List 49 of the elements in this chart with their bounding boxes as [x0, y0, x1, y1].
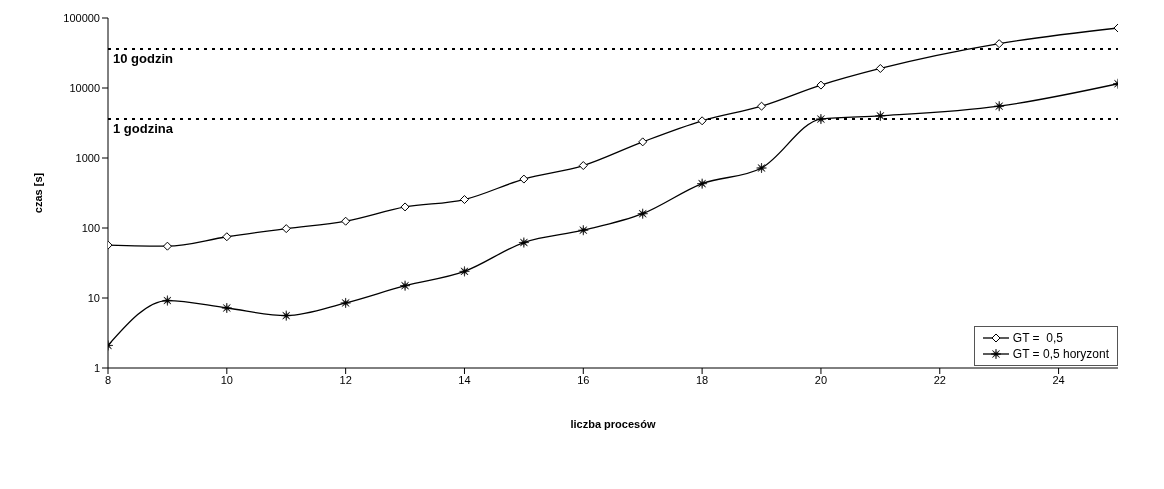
point: [459, 266, 470, 277]
x-tick-label: 20: [814, 373, 828, 386]
legend-label: GT = 0,5 horyzont: [1012, 347, 1109, 361]
x-tick-label: 12: [339, 373, 352, 386]
point: [756, 162, 767, 174]
x-tick-label: 8: [104, 373, 112, 386]
y-axis-title: czas [s]: [31, 172, 44, 214]
point: [281, 224, 291, 234]
point: [757, 101, 767, 111]
point: [696, 178, 708, 189]
point: [638, 137, 648, 147]
x-tick-label: 10: [220, 373, 233, 386]
point: [875, 63, 885, 73]
point: [697, 116, 707, 126]
ref-line-label: 10 godzin: [113, 51, 174, 67]
y-tick-label: 100000: [63, 11, 100, 24]
legend-label: GT = 0,5: [1012, 331, 1063, 345]
point: [816, 80, 826, 90]
x-tick-label: 18: [695, 373, 709, 386]
y-tick-label: 10000: [69, 81, 100, 94]
point: [162, 295, 173, 306]
point: [222, 232, 232, 242]
y-tick-label: 1: [93, 361, 100, 374]
point: [578, 224, 589, 236]
x-tick-label: 22: [933, 373, 946, 386]
ref-line-label: 1 godzina: [113, 121, 174, 137]
x-tick-label: 14: [458, 373, 471, 386]
point: [221, 302, 233, 314]
point: [994, 39, 1004, 49]
point: [162, 241, 172, 251]
point: [280, 310, 292, 321]
point: [518, 237, 530, 248]
point: [340, 297, 351, 309]
point: [400, 202, 410, 212]
point: [993, 100, 1005, 112]
point: [875, 110, 886, 122]
point: [519, 174, 529, 184]
point: [459, 195, 469, 205]
point: [341, 216, 351, 226]
x-tick-label: 16: [577, 373, 590, 386]
x-tick-label: 24: [1052, 373, 1065, 386]
point: [399, 280, 411, 291]
point: [815, 113, 827, 125]
y-tick-label: 1000: [75, 151, 100, 164]
point: [637, 208, 648, 219]
y-tick-label: 10: [87, 291, 100, 304]
point: [578, 161, 588, 171]
x-axis-title: liczba procesów: [570, 418, 656, 430]
y-tick-label: 100: [81, 221, 100, 234]
